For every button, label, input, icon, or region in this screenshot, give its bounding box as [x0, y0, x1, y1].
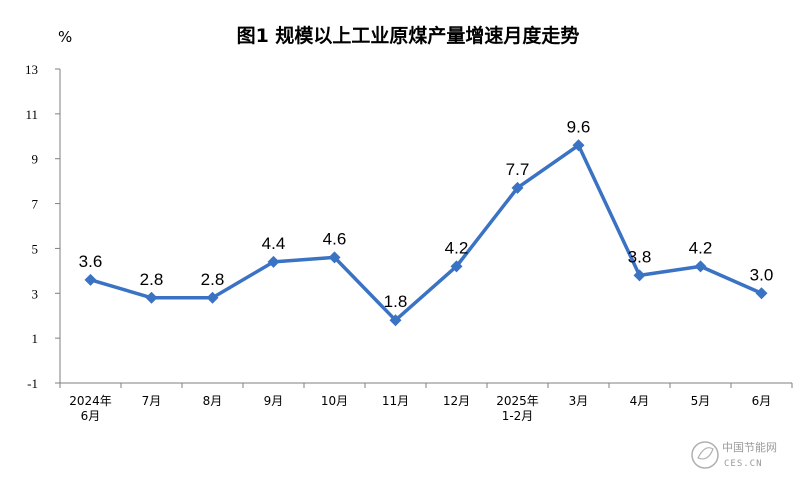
y-tick-label: -1 — [27, 376, 38, 391]
y-tick-label: 5 — [32, 241, 39, 256]
data-label: 1.8 — [384, 292, 408, 311]
chart-title: 图1 规模以上工业原煤产量增速月度走势 — [237, 24, 580, 47]
y-tick-label: 13 — [25, 62, 38, 77]
y-axis-unit-label: % — [58, 28, 72, 46]
data-label: 3.8 — [628, 247, 652, 266]
x-tick-label: 6月 — [752, 394, 772, 408]
y-tick-label: 3 — [32, 286, 39, 301]
data-point-marker — [267, 255, 280, 268]
data-point-marker — [84, 273, 97, 286]
y-tick-label: 11 — [25, 107, 38, 122]
data-label: 4.4 — [262, 234, 286, 253]
x-tick-label: 10月 — [321, 394, 348, 408]
watermark-subtext: CES.CN — [724, 459, 763, 469]
x-tick-label: 3月 — [569, 394, 589, 408]
data-point-marker — [511, 181, 524, 194]
y-tick-label: 1 — [32, 331, 39, 346]
x-tick-label: 11月 — [382, 394, 409, 408]
x-tick-label: 7月 — [142, 394, 162, 408]
x-tick-label: 4月 — [630, 394, 650, 408]
y-tick-label: 9 — [32, 152, 39, 167]
data-point-marker — [633, 269, 646, 282]
data-label: 3.6 — [79, 252, 103, 271]
x-tick-label: 2024年 6月 — [69, 394, 112, 423]
data-label: 2.8 — [140, 270, 164, 289]
data-point-marker — [572, 139, 585, 152]
x-tick-label: 5月 — [691, 394, 711, 408]
data-label: 3.0 — [750, 265, 774, 284]
data-label: 4.2 — [689, 238, 713, 257]
data-label: 9.6 — [567, 117, 591, 136]
y-tick-label: 7 — [32, 197, 39, 212]
watermark-logo-icon — [691, 441, 719, 469]
series-line — [88, 143, 764, 322]
data-point-marker — [145, 291, 158, 304]
data-point-marker — [328, 251, 341, 264]
data-point-marker — [389, 314, 402, 327]
data-point-marker — [206, 291, 219, 304]
x-tick-label: 12月 — [443, 394, 470, 408]
data-point-marker — [755, 287, 768, 300]
data-label: 7.7 — [506, 160, 530, 179]
x-tick-label: 8月 — [203, 394, 223, 408]
x-tick-label: 2025年 1-2月 — [496, 394, 539, 423]
x-tick-label: 9月 — [264, 394, 284, 408]
data-label: 4.6 — [323, 229, 347, 248]
data-point-marker — [450, 260, 463, 273]
data-label: 4.2 — [445, 238, 469, 257]
watermark-text: 中国节能网 — [722, 440, 777, 454]
plot-area: 13 11 9 7 5 3 1 -1 2024年 6月 7月 8月 9月 10月 11月 12月 2025年 1-… — [25, 62, 793, 423]
watermark: 中国节能网 CES.CN — [691, 440, 777, 469]
data-label: 2.8 — [201, 270, 225, 289]
watermark-leaf-icon — [697, 447, 714, 460]
data-point-marker — [694, 260, 707, 273]
